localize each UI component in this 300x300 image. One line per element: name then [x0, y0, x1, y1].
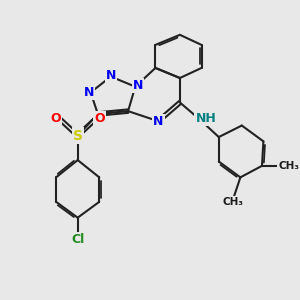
Text: N: N	[84, 86, 94, 99]
Text: N: N	[153, 115, 164, 128]
Text: CH₃: CH₃	[278, 161, 299, 171]
Text: S: S	[73, 129, 83, 142]
Text: Cl: Cl	[71, 233, 84, 246]
Text: O: O	[94, 112, 105, 125]
Text: N: N	[133, 79, 143, 92]
Text: CH₃: CH₃	[223, 197, 244, 207]
Text: N: N	[106, 69, 116, 82]
Text: NH: NH	[195, 112, 216, 125]
Text: O: O	[51, 112, 62, 125]
